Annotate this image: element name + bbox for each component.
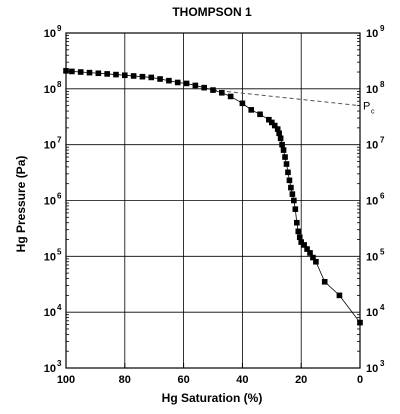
data-point <box>276 130 282 137</box>
y-tick-exponent-right: 7 <box>380 136 385 145</box>
y-tick-exponent-right: 5 <box>380 247 385 256</box>
data-point <box>266 116 272 123</box>
annotation-pc-subscript: c <box>371 109 375 116</box>
y-tick-label-right: 10 <box>366 84 378 96</box>
series-layer <box>63 68 363 326</box>
data-point <box>248 107 255 113</box>
data-point <box>113 71 119 78</box>
y-tick-label-right: 10 <box>366 251 378 263</box>
data-point <box>296 234 303 241</box>
data-point <box>210 87 216 93</box>
y-tick-exponent-right: 8 <box>380 80 385 89</box>
data-point <box>201 84 207 91</box>
y-tick-exponent-left: 5 <box>57 247 62 256</box>
data-point <box>283 161 290 167</box>
data-point <box>139 73 146 80</box>
x-tick-label: 100 <box>57 374 75 386</box>
data-point <box>227 93 234 100</box>
data-point <box>95 70 102 77</box>
y-tick-exponent-left: 6 <box>57 192 62 201</box>
y-tick-exponent-left: 7 <box>57 136 62 145</box>
y-tick-label-right: 10 <box>366 140 378 152</box>
y-tick-exponent-right: 9 <box>380 24 385 33</box>
data-point <box>285 169 291 176</box>
data-point <box>166 77 172 84</box>
data-point <box>292 206 299 212</box>
data-point <box>288 184 294 191</box>
y-tick-exponent-left: 4 <box>57 303 62 312</box>
data-point <box>274 126 281 132</box>
data-point <box>310 254 316 261</box>
y-tick-label-left: 10 <box>44 307 56 319</box>
data-point <box>295 228 302 235</box>
data-point <box>304 246 310 252</box>
y-tick-label-left: 10 <box>44 84 56 96</box>
data-point <box>286 177 293 184</box>
x-tick-label: 40 <box>236 374 248 386</box>
y-tick-exponent-left: 3 <box>57 359 62 368</box>
data-point <box>174 79 181 86</box>
y-tick-exponent-right: 4 <box>380 303 385 312</box>
data-point <box>69 68 75 75</box>
x-tick-label: 60 <box>177 374 189 386</box>
data-point <box>336 292 343 299</box>
y-axis-label: Hg Pressure (Pa) <box>14 156 28 253</box>
data-point <box>279 141 285 148</box>
data-point <box>313 258 319 265</box>
data-point <box>291 197 297 204</box>
data-point <box>321 278 328 285</box>
data-point <box>298 239 304 245</box>
x-tick-label: 80 <box>119 374 131 386</box>
y-tick-label-right: 10 <box>366 307 378 319</box>
data-point <box>77 69 84 75</box>
plot-frame <box>65 32 361 369</box>
data-point <box>86 69 93 76</box>
data-point <box>157 76 163 82</box>
extrapolation-line <box>212 89 361 107</box>
y-tick-label-left: 10 <box>44 140 56 152</box>
data-point <box>104 71 110 77</box>
data-point <box>257 111 263 118</box>
chart-title: THOMPSON 1 <box>172 5 252 19</box>
y-tick-label-left: 10 <box>44 251 56 263</box>
y-tick-exponent-left: 8 <box>57 80 62 89</box>
y-tick-label-left: 10 <box>44 363 56 375</box>
y-tick-label-left: 10 <box>44 196 56 208</box>
y-tick-label-left: 10 <box>44 28 56 40</box>
x-tick-label: 0 <box>357 374 363 386</box>
y-tick-exponent-right: 3 <box>380 359 385 368</box>
y-tick-label-right: 10 <box>366 363 378 375</box>
y-tick-label-right: 10 <box>366 196 378 208</box>
data-point <box>269 119 275 126</box>
data-point <box>271 122 278 129</box>
data-point <box>192 82 199 89</box>
data-point <box>307 250 313 256</box>
y-tick-exponent-left: 9 <box>57 24 62 33</box>
data-point <box>183 80 190 87</box>
data-point <box>148 74 155 81</box>
data-point <box>239 100 246 107</box>
data-point <box>280 147 287 153</box>
y-tick-label-right: 10 <box>366 28 378 40</box>
data-point <box>293 219 300 226</box>
data-point <box>301 242 307 248</box>
x-axis-label: Hg Saturation (%) <box>162 391 263 405</box>
x-tick-label: 20 <box>295 374 307 386</box>
data-point <box>282 154 288 160</box>
data-point <box>219 89 225 96</box>
annotation-pc: P <box>363 101 370 113</box>
y-tick-exponent-right: 6 <box>380 192 385 201</box>
data-point <box>122 72 128 79</box>
data-point <box>130 73 137 79</box>
data-point <box>277 135 284 142</box>
data-point <box>289 191 296 197</box>
